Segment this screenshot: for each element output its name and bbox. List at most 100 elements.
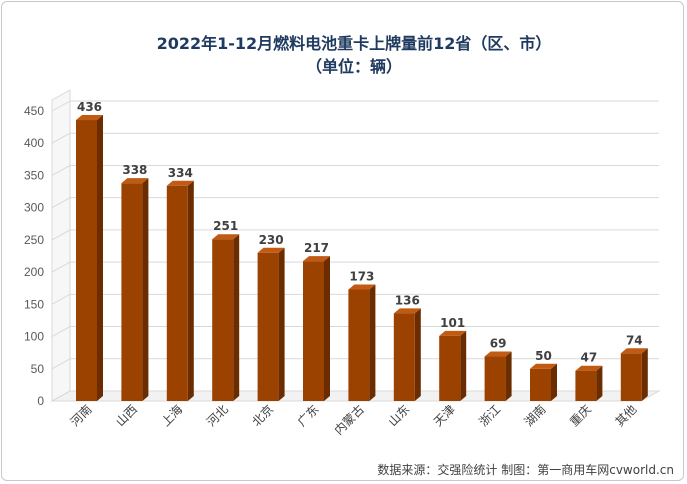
bar [257, 247, 285, 401]
bar-top [121, 178, 149, 184]
bar [166, 180, 194, 401]
data-label: 173 [349, 270, 374, 284]
bar-top [76, 115, 103, 121]
x-tick-label: 重庆 [567, 402, 594, 429]
x-tick-label: 上海 [158, 402, 186, 430]
bar-side [233, 234, 240, 401]
bar-side [460, 330, 467, 401]
bar-side [369, 284, 376, 401]
bar-side [324, 256, 330, 401]
bars: 436 338 334 251 230 217 173 136 101 69 50 47 74 [76, 100, 648, 402]
data-label: 101 [440, 316, 465, 330]
bar-side [596, 365, 603, 401]
bar-side [278, 247, 285, 401]
bar [530, 363, 557, 401]
y-tick-label: 0 [37, 394, 44, 408]
x-tick-label: 天津 [431, 402, 458, 429]
bar-front [439, 335, 461, 401]
bar-top [257, 247, 285, 253]
bar [76, 115, 103, 402]
x-tick-label: 河南 [67, 402, 95, 430]
bar [121, 178, 149, 401]
bar-side [641, 348, 648, 401]
bar-front [212, 239, 234, 401]
bar [393, 308, 421, 401]
data-label: 74 [626, 333, 643, 347]
y-tick-label: 150 [24, 297, 44, 311]
data-source-note: 数据来源：交强险统计 制图：第一商用车网cvworld.cn [377, 462, 674, 477]
bar-top [575, 365, 603, 371]
gridline-side [51, 229, 71, 241]
bar [575, 365, 603, 401]
bar-side [187, 180, 194, 401]
bar [620, 348, 648, 401]
y-tick-label: 450 [24, 104, 44, 118]
chart-title: 2022年1-12月燃料电池重卡上牌量前12省（区、市） [157, 34, 552, 53]
data-label: 251 [213, 219, 238, 233]
x-tick-label: 河北 [204, 402, 231, 429]
bar-front [257, 252, 279, 401]
gridline-side [51, 132, 71, 144]
gridline-side [51, 100, 71, 112]
bar [439, 330, 467, 401]
bar-top [484, 351, 512, 357]
data-label: 69 [490, 337, 507, 351]
bar-front [575, 370, 597, 401]
y-tick-label: 350 [24, 168, 44, 182]
data-label: 217 [304, 241, 329, 255]
side-wall [51, 89, 71, 402]
gridline-side [51, 326, 71, 337]
y-tick-label: 400 [24, 136, 44, 150]
gridline-side [51, 293, 71, 305]
data-label: 230 [259, 233, 284, 247]
x-axis: 河南 山西 上海 河北 北京 广东 内蒙古 山东 天津 浙江 湖南 重庆 其他 [67, 402, 639, 438]
x-tick-label: 山东 [386, 402, 413, 429]
data-label: 47 [581, 351, 598, 365]
bar-top [212, 234, 240, 240]
data-label: 136 [395, 293, 420, 307]
data-label: 338 [122, 163, 147, 177]
bar-top [439, 330, 467, 336]
bar [484, 351, 512, 401]
y-tick-label: 100 [24, 330, 44, 344]
bar-front [303, 261, 324, 401]
gridline-side [51, 261, 71, 273]
gridline-side [51, 197, 71, 209]
bar-front [484, 356, 506, 401]
bar-top [620, 348, 648, 354]
gridline-side [51, 165, 71, 176]
gridline-side [51, 390, 71, 402]
data-label: 334 [168, 166, 193, 180]
bar [348, 284, 376, 401]
bar-front [393, 313, 415, 401]
bar-front [620, 353, 642, 401]
gridline-side [51, 358, 71, 370]
bar [212, 234, 240, 401]
x-tick-label: 北京 [249, 402, 276, 429]
bar-front [121, 183, 143, 401]
bar-top [166, 180, 194, 186]
bar-side [505, 351, 512, 401]
chart-subtitle: （单位：辆） [306, 57, 402, 76]
y-tick-label: 300 [24, 201, 44, 215]
bar-side [551, 363, 557, 401]
bar-front [530, 368, 551, 401]
y-tick-label: 50 [31, 362, 45, 376]
bar [303, 256, 330, 401]
y-tick-label: 250 [24, 233, 44, 247]
bar-front [166, 185, 188, 401]
bar-side [142, 178, 149, 401]
bar-front [348, 289, 370, 401]
x-tick-label: 其他 [613, 402, 640, 429]
bar-top [348, 284, 376, 290]
x-tick-label: 山西 [113, 402, 140, 429]
bar-side [97, 115, 103, 402]
bar-top [530, 363, 557, 369]
x-tick-label: 广东 [295, 402, 322, 429]
data-label: 50 [535, 349, 552, 363]
data-label: 436 [77, 100, 102, 114]
bar-top [303, 256, 330, 262]
bar-side [414, 308, 421, 401]
